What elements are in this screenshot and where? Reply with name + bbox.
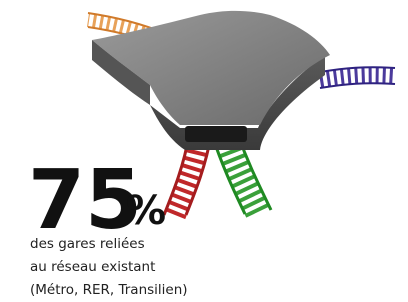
stat-value: 75	[28, 153, 142, 248]
caption-line: au réseau existant	[30, 259, 155, 275]
page: 75 % des gares reliées au réseau existan…	[0, 0, 408, 302]
caption-line: (Métro, RER, Transilien)	[30, 282, 188, 298]
caption-line: des gares reliées	[30, 236, 145, 252]
stat-unit: %	[126, 188, 166, 234]
rail-purple	[320, 67, 395, 88]
infographic: 75 % des gares reliées au réseau existan…	[0, 0, 408, 302]
